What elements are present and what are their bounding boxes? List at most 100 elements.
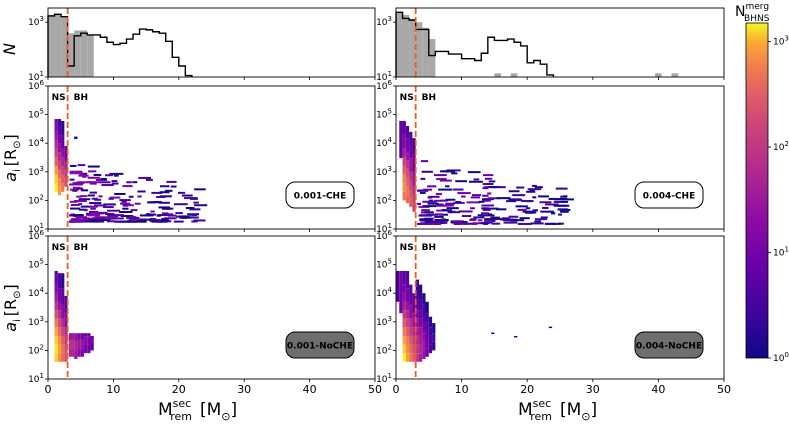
heatmap-cell [69,207,81,210]
heatmap-cell [54,275,58,285]
panel-frame [395,85,725,230]
heatmap-cell [114,214,125,217]
heatmap-cell [104,174,113,177]
heatmap-cell [76,187,84,190]
panel-label-0.001-NoCHE: 0.001-NoCHE [287,342,353,352]
heatmap-cell [402,284,406,293]
heatmap-cell [143,218,156,221]
heatmap-cell [80,333,84,340]
heatmap-cell [415,318,419,328]
heatmap-cell [69,200,78,203]
heatmap-cell [412,194,416,204]
heatmap-cell [64,145,68,161]
heatmap-cell [492,186,506,189]
heatmap-cell [438,213,449,216]
heatmap-cell [402,120,406,135]
heatmap-y-tick-label-0.004-CHE-0: 101 [376,222,392,235]
heatmap-cell [521,200,534,203]
heatmap-cell [57,327,62,336]
heatmap-cell [516,186,525,189]
heatmap-cell [532,196,537,199]
heatmap-cell [61,327,65,336]
heatmap-cell [57,160,62,170]
heatmap-cell [80,348,84,357]
heatmap-cell [421,209,430,212]
heatmap-cell [418,318,423,328]
heatmap-cell [106,217,116,220]
heatmap-cell [420,177,426,180]
heatmap-cell [433,199,441,202]
heatmap-cell [463,222,478,225]
heatmap-cell [107,213,115,216]
heatmap-cell [61,165,65,175]
heatmap-cell [137,190,146,193]
heatmap-cell [440,219,447,222]
heatmap-cell [405,318,410,328]
heatmap-cell [420,160,429,163]
heatmap-cell [71,218,82,221]
heatmap-cell [111,180,118,183]
heatmap-cell [120,215,134,218]
heatmap-cell [455,180,467,183]
heatmap-cell [114,220,119,223]
heatmap-cell [542,206,549,209]
heatmap-cell [64,327,68,336]
heatmap-cell [74,333,78,342]
heatmap-cell [57,318,62,328]
heatmap-cell [61,344,65,354]
heatmap-cell [57,301,62,311]
heatmap-y-tick-label-0.001-CHE-0: 101 [28,222,44,235]
heatmap-cell [164,217,177,220]
histogram-y-tick-label-1-1: 103 [376,15,392,28]
heatmap-cell [525,207,531,210]
heatmap-cell [80,189,89,192]
x-tick-label-0.001-NoCHE-5: 50 [368,383,382,396]
heatmap-cell [147,201,156,204]
heatmap-cell [78,198,91,201]
x-tick-label-0.001-NoCHE-3: 30 [237,383,251,396]
panel-frame [47,235,376,380]
bh-label-0.004-NoCHE: BH [422,243,436,253]
heatmap-cell [54,140,58,149]
heatmap-cell [483,174,494,177]
heatmap-cell [489,186,497,189]
heatmap-cell [69,164,77,167]
heatmap-cell [114,192,126,195]
heatmap-cell [129,218,142,221]
heatmap-cell [57,344,62,354]
heatmap-cell [422,304,426,316]
heatmap-cell [530,222,544,225]
heatmap-cell [418,327,423,336]
heatmap-cell [425,301,429,314]
heatmap-cell [79,218,93,221]
heatmap-cell [415,279,419,296]
histogram-panel-0.001: 101103106 [28,7,376,83]
x-tick-label-0.004-NoCHE-0: 0 [393,383,400,396]
heatmap-cell [79,195,88,198]
heatmap-cell [402,301,406,311]
heatmap-cell [488,180,496,183]
heatmap-cell [409,158,413,173]
heatmap-cell [434,174,447,177]
heatmap-cell [451,172,458,175]
heatmap-cell [139,220,147,223]
colorbar-tick-label-0: 100 [773,351,789,364]
heatmap-cell [88,214,101,217]
panel-background [48,8,375,77]
heatmap-cell [480,212,490,215]
bh-label-0.001-NoCHE: BH [74,243,88,253]
heatmap-cell [432,323,436,334]
heatmap-cell [545,222,556,225]
heatmap-cell [166,213,174,216]
heatmap-cell [424,211,433,214]
heatmap-cell [89,202,102,205]
heatmap-cell [461,195,466,198]
heatmap-cell [405,185,410,195]
heatmap-cell [418,299,423,311]
heatmap-cell [173,220,184,223]
heatmap-cell [405,168,410,178]
heatmap-cell [425,322,429,331]
heatmap-cell [484,218,498,221]
heatmap-cell [422,293,426,305]
heatmap-cell [137,195,142,198]
